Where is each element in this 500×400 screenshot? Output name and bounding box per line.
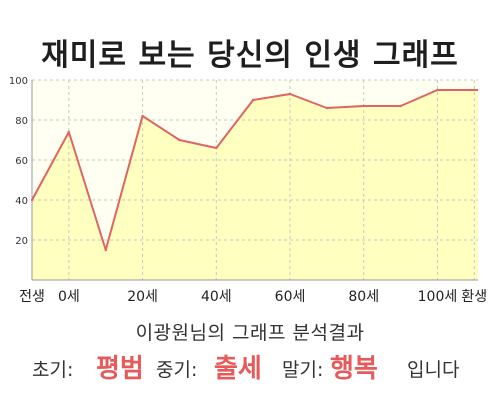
early-stage-label: 초기:: [32, 359, 74, 381]
y-tick-label: 20: [15, 236, 28, 247]
area-fill: [32, 90, 478, 280]
x-tick-label: 100세: [418, 289, 458, 305]
data-point: [141, 114, 144, 118]
data-point: [362, 104, 365, 108]
y-tick-label: 100: [9, 76, 28, 87]
x-tick-label: 환생: [461, 289, 487, 305]
data-point: [325, 106, 329, 110]
mid-stage-label: 중기:: [156, 359, 198, 381]
y-tick-label: 40: [15, 196, 28, 207]
result-caption: 이광원님의 그래프 분석결과: [135, 322, 365, 344]
late-stage-value: 행복: [330, 354, 378, 384]
x-tick-label: 80세: [348, 289, 379, 305]
data-point: [251, 98, 255, 102]
chart-title: 재미로 보는 당신의 인생 그래프: [41, 38, 459, 73]
data-point: [215, 146, 218, 150]
early-stage-value: 평범: [96, 354, 144, 384]
x-tick-label: 0세: [58, 289, 80, 305]
y-tick-label: 60: [15, 156, 28, 167]
ending-text: 입니다: [407, 359, 460, 381]
mid-stage-value: 출세: [214, 354, 262, 384]
stage-summary: 초기: 평범 중기: 출세 말기: 행복 입니다: [0, 344, 500, 384]
x-tick-label: 40세: [201, 289, 232, 305]
data-point: [288, 92, 292, 96]
late-stage-label: 말기:: [282, 359, 324, 381]
data-point: [104, 248, 107, 252]
data-point: [30, 198, 34, 202]
x-tick-label: 20세: [127, 289, 158, 305]
data-point: [399, 104, 402, 108]
data-point: [436, 88, 439, 92]
x-tick-label: 전생: [19, 289, 45, 305]
x-tick-label: 60세: [275, 289, 306, 305]
data-point: [67, 130, 71, 134]
y-tick-label: 80: [15, 116, 28, 127]
data-point: [178, 138, 181, 142]
